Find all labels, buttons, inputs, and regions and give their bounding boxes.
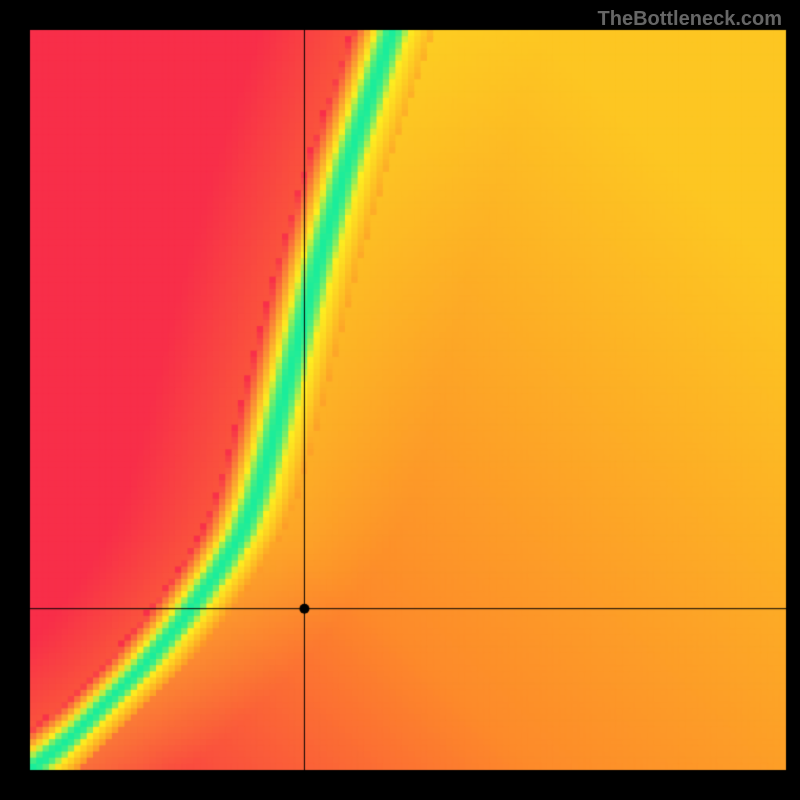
- heatmap-canvas: [0, 0, 800, 800]
- watermark-text: TheBottleneck.com: [598, 8, 782, 31]
- chart-container: TheBottleneck.com: [0, 0, 800, 800]
